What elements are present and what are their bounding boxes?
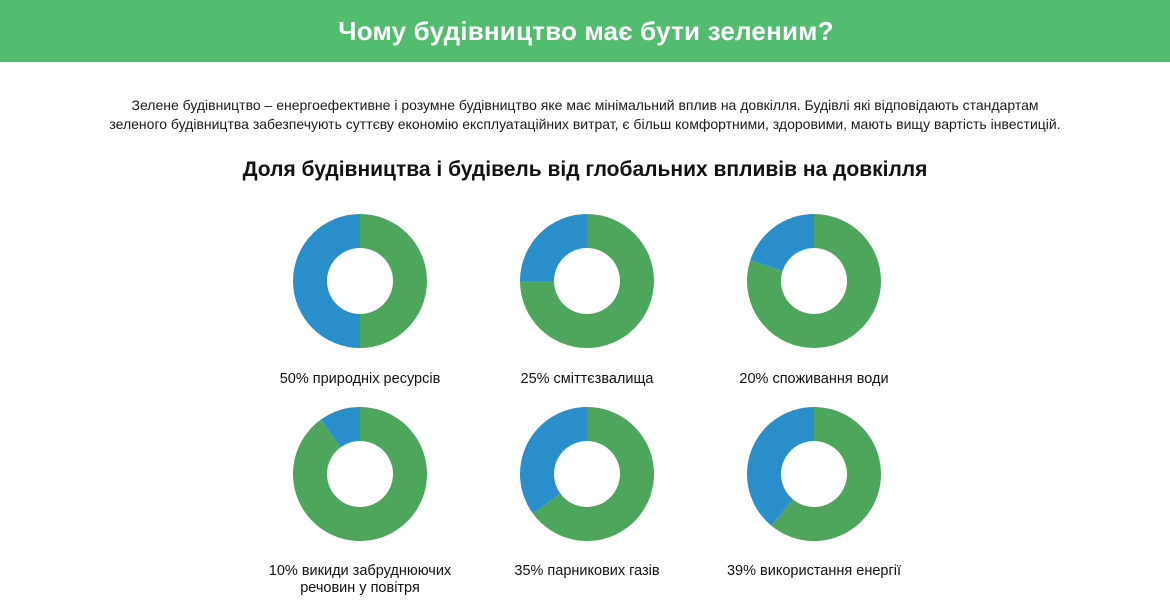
donut-label-energy: 39% використання енергії <box>726 563 901 579</box>
donut-label-landfills: 25% сміттєзвалища <box>520 371 654 387</box>
donut-label-air-pollutants: 10% викиди забруднюючих речовин у повітр… <box>268 563 452 596</box>
donut-slice-share <box>750 214 814 271</box>
donut-slice-remainder <box>520 214 654 348</box>
donut-slice-remainder <box>771 407 881 541</box>
donut-chart-natural-resources <box>293 214 427 348</box>
intro-line-1: Зелене будівництво – енергоефективне і р… <box>131 97 1039 113</box>
page-title: Чому будівництво має бути зеленим? <box>338 15 834 46</box>
donut-label-natural-resources: 50% природніх ресурсів <box>279 371 441 387</box>
donut-chart-landfills <box>520 214 654 348</box>
donut-slice-share <box>520 407 587 514</box>
donut-slice-remainder <box>532 407 654 541</box>
donut-slice-share <box>520 214 587 281</box>
intro-line-2: зеленого будівництва забезпечують суттєв… <box>109 116 1061 132</box>
donut-label-greenhouse-gases: 35% парникових газів <box>514 563 660 579</box>
intro-text: Зелене будівництво – енергоефективне і р… <box>60 96 1110 134</box>
chart-section-title: Доля будівництва і будівель від глобальн… <box>242 158 928 181</box>
donut-chart-greenhouse-gases <box>520 407 654 541</box>
donut-slice-share <box>747 407 814 526</box>
donut-slice-share <box>293 214 360 348</box>
donut-slice-remainder <box>293 407 427 541</box>
donut-slice-share <box>320 407 360 448</box>
donut-label-water: 20% споживання води <box>739 371 889 387</box>
donut-chart-water <box>747 214 881 348</box>
donut-chart-air-pollutants <box>293 407 427 541</box>
header-banner: Чому будівництво має бути зеленим? <box>0 0 1170 62</box>
donut-chart-energy <box>747 407 881 541</box>
donut-slice-remainder <box>360 214 427 348</box>
donut-slice-remainder <box>747 214 881 348</box>
